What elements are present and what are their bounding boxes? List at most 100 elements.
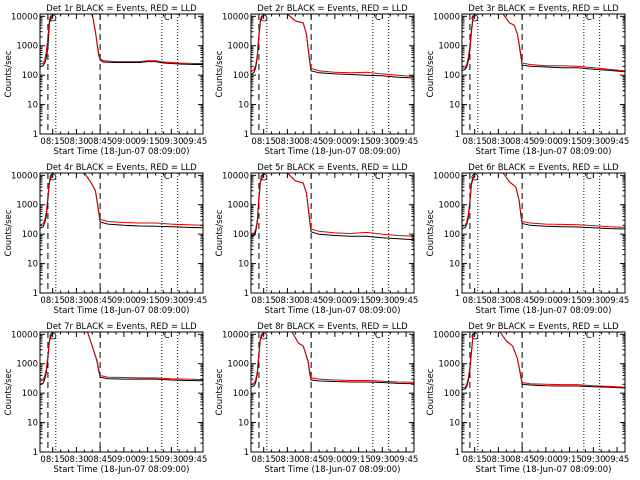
panel-title: Det 1r BLACK = Events, RED = LLD <box>46 4 197 14</box>
c-marker-label: C <box>164 331 170 341</box>
x-tick-label: 08:45 <box>510 455 535 465</box>
y-tick-label: 10000 <box>222 171 249 181</box>
x-tick-label: 08:15 <box>40 455 65 465</box>
y-tick-label: 10000 <box>11 171 38 181</box>
y-tick-label: 100 <box>233 389 249 399</box>
x-tick-label: 09:00 <box>112 137 137 147</box>
plot-frame <box>461 172 626 294</box>
y-tick-label: 10 <box>27 260 38 270</box>
x-tick-label: 09:00 <box>534 455 559 465</box>
lld-series-line <box>40 173 203 226</box>
x-axis-label: Start Time (18-Jun-07 08:09:00) <box>54 465 190 475</box>
events-series-line <box>251 14 414 79</box>
x-tick-label: 09:15 <box>346 455 371 465</box>
y-tick-label: 10 <box>449 260 460 270</box>
x-tick-label: 09:15 <box>135 296 160 306</box>
events-series-line <box>40 14 203 68</box>
x-tick-label: 09:45 <box>394 455 419 465</box>
plot-frame <box>461 13 626 135</box>
y-tick-label: 100 <box>22 230 38 240</box>
panel-title: Det 8r BLACK = Events, RED = LLD <box>257 322 408 332</box>
x-tick-label: 09:00 <box>323 296 348 306</box>
x-tick-label: 09:45 <box>183 137 208 147</box>
lld-series-line <box>40 14 203 65</box>
y-axis-label: Counts/sec <box>4 209 14 256</box>
x-tick-label: 08:30 <box>486 296 511 306</box>
x-tick-label: 09:45 <box>605 296 630 306</box>
panel-title: Det 6r BLACK = Events, RED = LLD <box>468 163 619 173</box>
x-tick-label: 09:15 <box>557 137 582 147</box>
x-tick-label: 09:15 <box>346 296 371 306</box>
y-tick-label: 10 <box>449 101 460 111</box>
y-tick-label: 10 <box>27 419 38 429</box>
y-tick-label: 10000 <box>11 330 38 340</box>
y-tick-label: 1 <box>455 130 460 140</box>
x-axis-label: Start Time (18-Jun-07 08:09:00) <box>476 465 612 475</box>
y-tick-label: 1 <box>33 289 38 299</box>
x-tick-label: 09:30 <box>581 137 606 147</box>
x-tick-label: 09:15 <box>135 455 160 465</box>
y-axis-label: Counts/sec <box>426 50 436 97</box>
y-tick-label: 1 <box>244 289 249 299</box>
x-tick-label: 09:00 <box>323 455 348 465</box>
x-tick-label: 09:30 <box>370 455 395 465</box>
lld-series-line <box>251 14 414 77</box>
panel-title: Det 4r BLACK = Events, RED = LLD <box>46 163 197 173</box>
x-tick-label: 08:15 <box>40 296 65 306</box>
y-tick-label: 10000 <box>433 330 460 340</box>
plot-frame <box>250 13 415 135</box>
x-tick-label: 08:30 <box>64 137 89 147</box>
panel-title: Det 3r BLACK = Events, RED = LLD <box>468 4 619 14</box>
y-tick-label: 10000 <box>433 171 460 181</box>
x-tick-label: 08:30 <box>486 137 511 147</box>
events-series-line <box>251 332 414 388</box>
plot-frame <box>250 172 415 294</box>
y-tick-label: 100 <box>233 230 249 240</box>
x-tick-label: 08:30 <box>275 455 300 465</box>
x-tick-label: 09:00 <box>112 296 137 306</box>
x-tick-label: 08:15 <box>462 296 487 306</box>
y-tick-label: 1000 <box>438 201 460 211</box>
x-tick-label: 08:45 <box>510 137 535 147</box>
x-tick-label: 08:15 <box>462 137 487 147</box>
y-axis-label: Counts/sec <box>426 209 436 256</box>
y-tick-label: 1 <box>244 448 249 458</box>
x-tick-label: 08:15 <box>40 137 65 147</box>
y-tick-label: 1000 <box>227 201 249 211</box>
y-tick-label: 100 <box>444 71 460 81</box>
y-tick-label: 1000 <box>16 42 38 52</box>
y-tick-label: 1 <box>455 448 460 458</box>
x-tick-label: 08:15 <box>251 296 276 306</box>
y-tick-label: 10 <box>238 101 249 111</box>
x-tick-label: 09:30 <box>370 137 395 147</box>
c-marker-label: C <box>164 172 170 182</box>
lld-series-line <box>251 332 414 385</box>
x-tick-label: 09:30 <box>370 296 395 306</box>
plot-frame <box>39 13 204 135</box>
y-tick-label: 1000 <box>438 42 460 52</box>
c-marker-label: C <box>375 331 381 341</box>
y-tick-label: 1000 <box>227 42 249 52</box>
x-tick-label: 08:45 <box>299 296 324 306</box>
events-series-line <box>462 14 625 73</box>
lld-series-line <box>462 173 625 228</box>
y-tick-label: 1 <box>33 448 38 458</box>
y-tick-label: 100 <box>22 71 38 81</box>
x-tick-label: 09:30 <box>159 137 184 147</box>
x-tick-label: 09:00 <box>534 137 559 147</box>
y-tick-label: 10000 <box>433 12 460 22</box>
y-tick-label: 10000 <box>222 12 249 22</box>
x-tick-label: 09:15 <box>557 455 582 465</box>
x-axis-label: Start Time (18-Jun-07 08:09:00) <box>265 147 401 157</box>
x-tick-label: 09:30 <box>581 455 606 465</box>
x-tick-label: 08:30 <box>486 455 511 465</box>
events-series-line <box>462 332 625 391</box>
y-tick-label: 10 <box>27 101 38 111</box>
x-tick-label: 09:45 <box>605 137 630 147</box>
c-marker-label: C <box>586 172 592 182</box>
